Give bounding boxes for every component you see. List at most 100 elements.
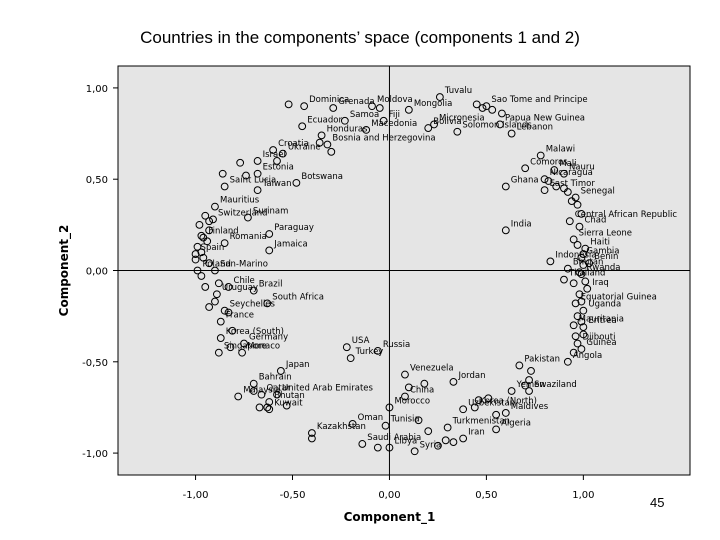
data-point xyxy=(540,175,549,184)
data-point xyxy=(577,253,586,262)
data-point xyxy=(577,270,586,279)
point-label: Kuwait xyxy=(274,398,303,408)
data-point xyxy=(253,169,262,178)
data-point xyxy=(573,312,582,321)
y-tick-label: 0,50 xyxy=(86,175,108,186)
point-label: Eritrea xyxy=(588,316,616,326)
point-label: Korea (South) xyxy=(226,327,284,337)
data-point xyxy=(577,345,586,353)
data-point xyxy=(472,100,481,109)
point-label: Ecuador xyxy=(307,115,342,125)
x-tick-label: 0,00 xyxy=(378,490,400,501)
point-label: Spain xyxy=(201,243,225,253)
data-point xyxy=(205,259,214,268)
data-point xyxy=(201,211,210,220)
data-point xyxy=(265,230,274,238)
point-label: Turkmenistan xyxy=(452,417,510,427)
data-point xyxy=(492,425,501,434)
data-point xyxy=(385,443,394,452)
point-label: Senegal xyxy=(581,186,615,196)
data-point xyxy=(430,120,438,129)
point-label: Oman xyxy=(358,413,384,423)
point-label: Equatorial Guinea xyxy=(581,292,657,302)
data-point xyxy=(273,390,281,399)
data-point xyxy=(203,237,212,246)
data-point xyxy=(379,116,388,125)
data-point xyxy=(265,398,274,406)
data-point xyxy=(540,186,549,195)
data-point xyxy=(569,321,578,330)
data-point xyxy=(581,277,590,286)
data-point xyxy=(298,122,307,131)
data-point xyxy=(546,257,555,266)
point-label: Gambia xyxy=(586,247,619,257)
data-point xyxy=(575,290,584,299)
data-point xyxy=(362,126,371,134)
point-label: Macedonia xyxy=(371,119,417,129)
data-point xyxy=(197,248,206,257)
data-point xyxy=(346,354,355,363)
data-point xyxy=(197,272,206,280)
data-point xyxy=(214,348,223,357)
data-point xyxy=(449,438,458,447)
data-point xyxy=(211,297,219,306)
point-label: Botswana xyxy=(301,172,343,182)
data-point xyxy=(307,434,316,443)
point-label: Japan xyxy=(285,360,310,370)
point-label: Solomon Islands xyxy=(462,121,532,131)
data-point xyxy=(381,421,390,430)
data-point xyxy=(220,182,229,191)
point-label: Ghana xyxy=(511,176,539,186)
data-point xyxy=(569,348,578,357)
data-point xyxy=(327,147,336,156)
data-point xyxy=(244,213,252,222)
y-tick-label: -0,50 xyxy=(82,358,108,369)
data-point xyxy=(404,383,413,392)
data-point xyxy=(414,416,423,425)
point-label: Mali xyxy=(559,159,576,169)
point-label: Iraq xyxy=(592,278,609,288)
point-label: Syria xyxy=(420,440,442,450)
data-point xyxy=(269,146,278,154)
y-axis-label: Component_2 xyxy=(57,225,72,317)
point-label: Sierra Leone xyxy=(579,228,632,238)
point-label: Jordan xyxy=(457,371,485,381)
x-tick-label: 0,50 xyxy=(475,490,497,501)
point-label: Estonia xyxy=(263,163,294,173)
data-point xyxy=(255,403,264,412)
data-point xyxy=(410,447,419,456)
point-label: Surinam xyxy=(253,207,289,217)
point-label: Monaco xyxy=(247,342,280,352)
point-label: Samoa xyxy=(350,110,379,120)
data-point xyxy=(579,323,588,332)
point-label: Dominica xyxy=(309,95,349,105)
data-point xyxy=(220,306,229,315)
x-tick-label: -0,50 xyxy=(280,490,306,501)
point-label: Korea (North) xyxy=(480,396,537,406)
point-label: Tuvalu xyxy=(444,86,472,96)
data-point xyxy=(224,308,233,317)
data-point xyxy=(449,377,458,386)
data-point xyxy=(238,348,246,357)
point-label: Nauru xyxy=(569,163,595,173)
data-point xyxy=(577,317,586,326)
data-point xyxy=(579,330,588,339)
data-point xyxy=(358,440,367,448)
data-point xyxy=(501,409,510,417)
data-point xyxy=(282,401,291,410)
data-point xyxy=(579,250,588,258)
point-label: Mauritania xyxy=(579,314,624,324)
data-point xyxy=(565,217,574,226)
point-label: Chad xyxy=(584,216,606,226)
data-point xyxy=(579,261,588,269)
data-point xyxy=(579,306,588,315)
point-label: Lebanon xyxy=(517,123,553,133)
point-label: Indonesia xyxy=(555,250,596,260)
data-point xyxy=(581,244,590,253)
point-label: Chile xyxy=(234,276,255,286)
data-point xyxy=(224,283,233,291)
point-label: Mongolia xyxy=(414,99,452,109)
data-point xyxy=(569,279,578,288)
data-point xyxy=(501,226,510,235)
data-point xyxy=(569,235,578,244)
